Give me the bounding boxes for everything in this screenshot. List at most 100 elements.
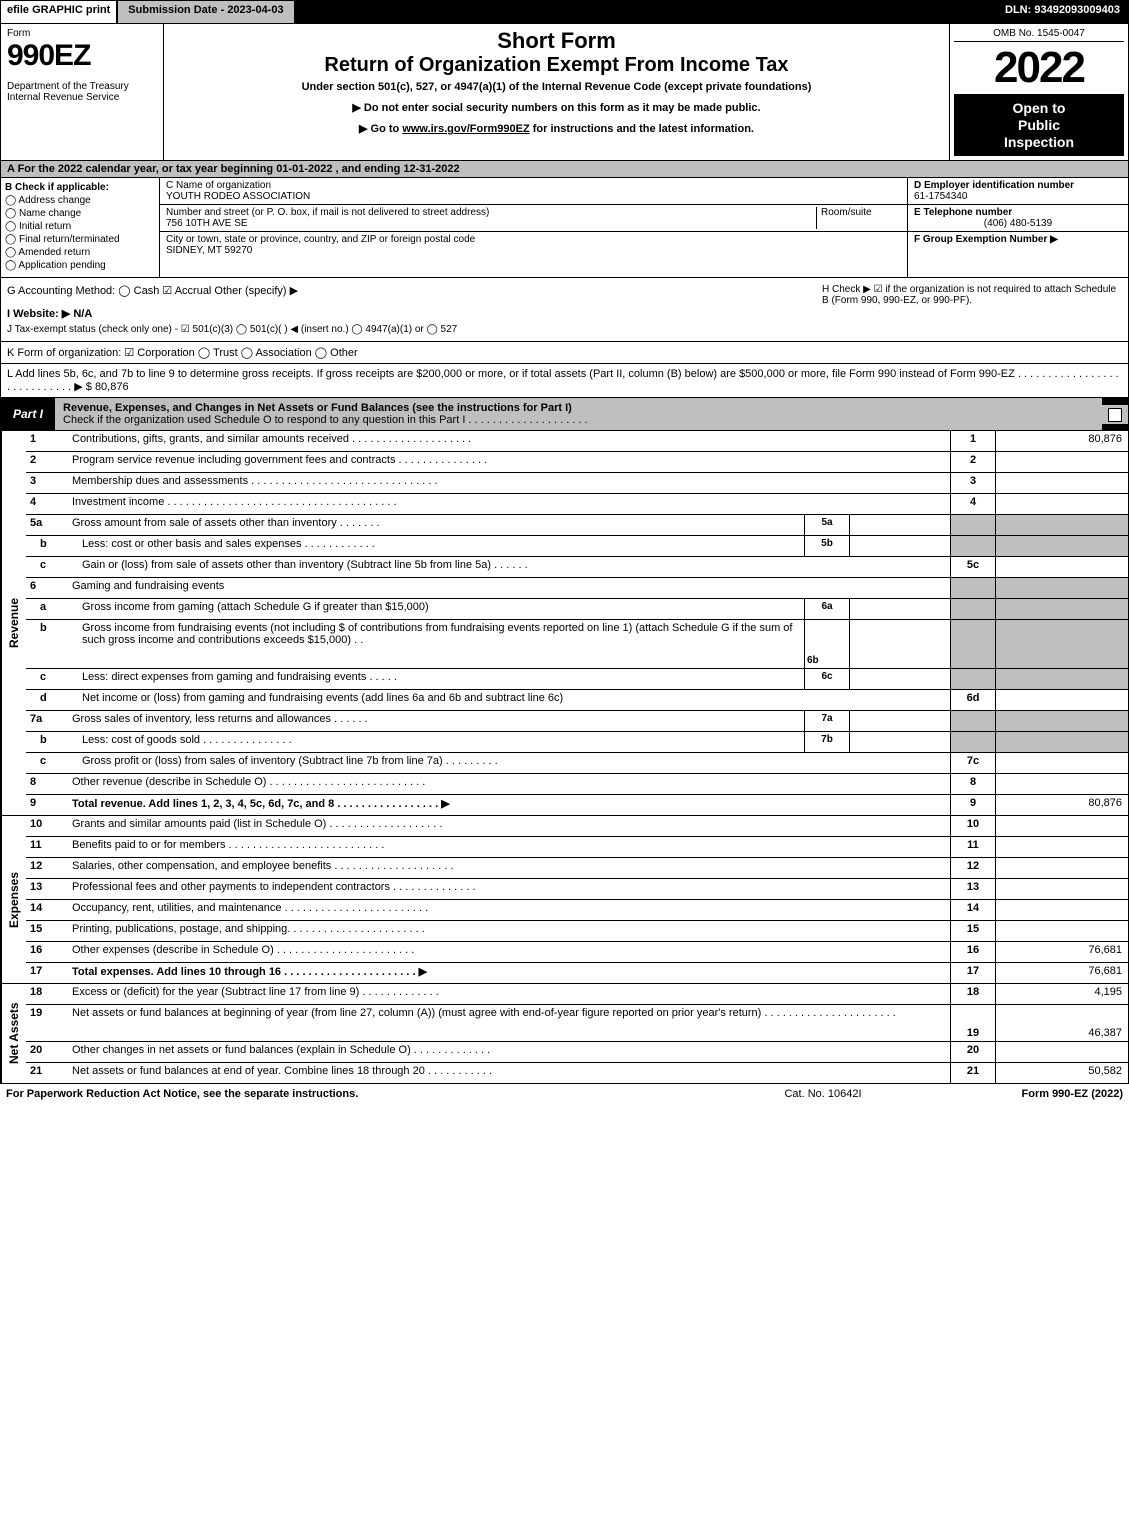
- tax-year: 2022: [954, 46, 1124, 90]
- line-4-val: [995, 494, 1128, 514]
- section-identity: B Check if applicable: ◯ Address change …: [0, 178, 1129, 278]
- line-5a-num: 5a: [26, 515, 68, 535]
- line-4-desc: Investment income . . . . . . . . . . . …: [68, 494, 950, 514]
- line-7b-desc: Less: cost of goods sold . . . . . . . .…: [78, 732, 804, 752]
- line-1-desc: Contributions, gifts, grants, and simila…: [68, 431, 950, 451]
- line-19-desc: Net assets or fund balances at beginning…: [68, 1005, 950, 1041]
- line-6b-num: b: [26, 620, 78, 668]
- netassets-sidelabel: Net Assets: [1, 984, 26, 1083]
- chk-initial-return[interactable]: ◯ Initial return: [5, 221, 155, 232]
- line-5c-desc: Gain or (loss) from sale of assets other…: [78, 557, 950, 577]
- line-14-ref: 14: [950, 900, 995, 920]
- line-16-desc: Other expenses (describe in Schedule O) …: [68, 942, 950, 962]
- line-7b-subval: [849, 732, 950, 752]
- line-17-val: 76,681: [995, 963, 1128, 983]
- line-10-val: [995, 816, 1128, 836]
- goto-link[interactable]: ▶ Go to www.irs.gov/Form990EZ for instru…: [172, 122, 941, 135]
- tax-exempt-status[interactable]: J Tax-exempt status (check only one) - ☑…: [7, 324, 822, 335]
- part-i-schedule-o-check[interactable]: ✔: [1102, 405, 1128, 424]
- chk-final-return[interactable]: ◯ Final return/terminated: [5, 234, 155, 245]
- accounting-method[interactable]: G Accounting Method: ◯ Cash ☑ Accrual Ot…: [7, 284, 822, 297]
- line-21-desc: Net assets or fund balances at end of ye…: [68, 1063, 950, 1083]
- line-3-num: 3: [26, 473, 68, 493]
- line-2-val: [995, 452, 1128, 472]
- line-6b-val: [995, 620, 1128, 668]
- line-5a-ref: [950, 515, 995, 535]
- city-value: SIDNEY, MT 59270: [166, 245, 252, 256]
- line-17-desc: Total expenses. Add lines 10 through 16 …: [68, 963, 950, 983]
- line-1-ref: 1: [950, 431, 995, 451]
- header-center: Short Form Return of Organization Exempt…: [164, 24, 950, 160]
- chk-name-change[interactable]: ◯ Name change: [5, 208, 155, 219]
- footer-catno: Cat. No. 10642I: [723, 1088, 923, 1100]
- line-7a-desc: Gross sales of inventory, less returns a…: [68, 711, 804, 731]
- line-6c-subval: [849, 669, 950, 689]
- row-h-schedule-b[interactable]: H Check ▶ ☑ if the organization is not r…: [822, 284, 1122, 335]
- street-value: 756 10TH AVE SE: [166, 218, 248, 229]
- ein-label: D Employer identification number: [914, 180, 1074, 191]
- line-9-num: 9: [26, 795, 68, 815]
- row-k[interactable]: K Form of organization: ☑ Corporation ◯ …: [0, 342, 1129, 364]
- line-16-num: 16: [26, 942, 68, 962]
- line-6a-desc: Gross income from gaming (attach Schedul…: [78, 599, 804, 619]
- revenue-sidelabel: Revenue: [1, 431, 26, 815]
- line-8-num: 8: [26, 774, 68, 794]
- gross-receipts-value: 80,876: [95, 381, 129, 393]
- line-12-desc: Salaries, other compensation, and employ…: [68, 858, 950, 878]
- line-19-ref: 19: [950, 1005, 995, 1041]
- line-18-num: 18: [26, 984, 68, 1004]
- line-1-val: 80,876: [995, 431, 1128, 451]
- chk-application-pending[interactable]: ◯ Application pending: [5, 260, 155, 271]
- line-13-num: 13: [26, 879, 68, 899]
- line-19-num: 19: [26, 1005, 68, 1041]
- line-7c-val: [995, 753, 1128, 773]
- submission-date: Submission Date - 2023-04-03: [118, 1, 295, 23]
- line-6c-desc: Less: direct expenses from gaming and fu…: [78, 669, 804, 689]
- line-12-val: [995, 858, 1128, 878]
- line-18-ref: 18: [950, 984, 995, 1004]
- col-b-checkboxes: B Check if applicable: ◯ Address change …: [1, 178, 160, 277]
- line-14-val: [995, 900, 1128, 920]
- row-l: L Add lines 5b, 6c, and 7b to line 9 to …: [0, 364, 1129, 398]
- col-d-identifiers: D Employer identification number 61-1754…: [908, 178, 1128, 277]
- expenses-sidelabel: Expenses: [1, 816, 26, 983]
- footer-formref: Form 990-EZ (2022): [923, 1088, 1123, 1100]
- efile-print-label[interactable]: efile GRAPHIC print: [1, 1, 118, 23]
- line-12-ref: 12: [950, 858, 995, 878]
- line-16-val: 76,681: [995, 942, 1128, 962]
- part-i-header: Part I Revenue, Expenses, and Changes in…: [0, 398, 1129, 431]
- line-5c-ref: 5c: [950, 557, 995, 577]
- line-5b-ref: [950, 536, 995, 556]
- line-6c-ref: [950, 669, 995, 689]
- part-i-tab: Part I: [1, 403, 55, 425]
- line-8-val: [995, 774, 1128, 794]
- page-footer: For Paperwork Reduction Act Notice, see …: [0, 1084, 1129, 1104]
- line-6a-ref: [950, 599, 995, 619]
- open-to-public-box: Open to Public Inspection: [954, 94, 1124, 156]
- col-b-head: B Check if applicable:: [5, 182, 155, 193]
- short-form-title: Short Form: [172, 28, 941, 54]
- line-2-desc: Program service revenue including govern…: [68, 452, 950, 472]
- form-label: Form: [7, 28, 157, 39]
- website-label: I Website: ▶ N/A: [7, 308, 92, 320]
- line-6-ref: [950, 578, 995, 598]
- line-6d-ref: 6d: [950, 690, 995, 710]
- line-6b-sub: 6b: [804, 620, 849, 668]
- line-6a-num: a: [26, 599, 78, 619]
- line-20-num: 20: [26, 1042, 68, 1062]
- main-title: Return of Organization Exempt From Incom…: [172, 54, 941, 77]
- room-suite-label: Room/suite: [821, 207, 872, 218]
- line-6-desc: Gaming and fundraising events: [68, 578, 950, 598]
- line-1-num: 1: [26, 431, 68, 451]
- line-5a-desc: Gross amount from sale of assets other t…: [68, 515, 804, 535]
- chk-amended-return[interactable]: ◯ Amended return: [5, 247, 155, 258]
- line-7a-ref: [950, 711, 995, 731]
- name-label: C Name of organization: [166, 180, 271, 191]
- line-6b-subval: [849, 620, 950, 668]
- line-15-num: 15: [26, 921, 68, 941]
- line-20-val: [995, 1042, 1128, 1062]
- line-6c-val: [995, 669, 1128, 689]
- line-13-val: [995, 879, 1128, 899]
- chk-address-change[interactable]: ◯ Address change: [5, 195, 155, 206]
- line-2-ref: 2: [950, 452, 995, 472]
